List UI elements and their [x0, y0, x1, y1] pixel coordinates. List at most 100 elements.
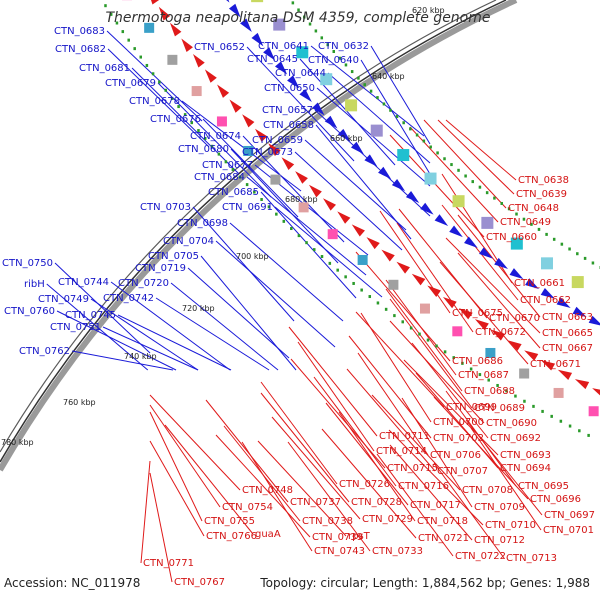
- gene-label[interactable]: CTN_0688: [464, 386, 515, 397]
- gene-label[interactable]: CTN_0650: [264, 83, 315, 94]
- gene-label[interactable]: CTN_0687: [458, 370, 509, 381]
- gene-label[interactable]: CTN_0689: [474, 403, 525, 414]
- gene-label[interactable]: CTN_0648: [508, 203, 559, 214]
- gene-label[interactable]: CTN_0657: [262, 105, 313, 116]
- gene-label[interactable]: CTN_0715: [387, 463, 438, 474]
- gene-label[interactable]: CTN_0705: [148, 251, 199, 262]
- gene-label[interactable]: CTN_0749: [38, 294, 89, 305]
- gene-label[interactable]: CTN_0696: [530, 494, 581, 505]
- gene-label[interactable]: CTN_0674: [190, 131, 241, 142]
- gene-label[interactable]: CTN_0711: [379, 431, 430, 442]
- gene-label[interactable]: CTN_0720: [118, 278, 169, 289]
- gene-label[interactable]: CTN_0683: [54, 26, 105, 37]
- gene-label[interactable]: CTN_0645: [247, 54, 298, 65]
- gene-label[interactable]: CTN_0677: [202, 160, 253, 171]
- gene-label[interactable]: CTN_0695: [518, 481, 569, 492]
- gene-label[interactable]: CTN_0760: [4, 306, 55, 317]
- label-connector: [411, 342, 489, 439]
- gene-label[interactable]: CTN_0717: [410, 500, 461, 511]
- gene-label[interactable]: CTN_0691: [222, 202, 273, 213]
- gene-label[interactable]: CTN_0728: [351, 497, 402, 508]
- gene-label[interactable]: CTN_0710: [485, 520, 536, 531]
- gene-label[interactable]: CTN_0660: [486, 232, 537, 243]
- gene-label[interactable]: CTN_0703: [140, 202, 191, 213]
- gene-label[interactable]: CTN_0697: [544, 510, 595, 521]
- gene-label[interactable]: CTN_0709: [474, 502, 525, 513]
- gene-label[interactable]: CTN_0667: [542, 343, 593, 354]
- gene-label[interactable]: CTN_0692: [490, 433, 541, 444]
- gene-label[interactable]: CTN_0663: [542, 312, 593, 323]
- gene-label[interactable]: CTN_0739: [312, 532, 363, 543]
- gene-label[interactable]: CTN_0771: [143, 558, 194, 569]
- gene-label[interactable]: CTN_0676: [150, 114, 201, 125]
- gene-label[interactable]: CTN_0639: [516, 189, 567, 200]
- gene-label[interactable]: CTN_0640: [308, 55, 359, 66]
- gene-label[interactable]: CTN_0680: [178, 144, 229, 155]
- gene-label[interactable]: CTN_0678: [129, 96, 180, 107]
- gene-label[interactable]: guaA: [255, 529, 281, 540]
- gene-label[interactable]: CTN_0751: [50, 322, 101, 333]
- gene-label[interactable]: CTN_0702: [433, 433, 484, 444]
- gene-label[interactable]: CTN_0658: [263, 120, 314, 131]
- gene-label[interactable]: CTN_0755: [204, 516, 255, 527]
- gene-label[interactable]: CTN_0713: [506, 553, 557, 564]
- gene-label[interactable]: CTN_0721: [418, 533, 469, 544]
- gene-label[interactable]: CTN_0701: [543, 525, 594, 536]
- gene-label[interactable]: CTN_0675: [452, 308, 503, 319]
- gene-label[interactable]: CTN_0754: [222, 502, 273, 513]
- gene-label[interactable]: CTN_0714: [376, 446, 427, 457]
- gene-label[interactable]: CTN_0661: [514, 278, 565, 289]
- gene-label[interactable]: CTN_0743: [314, 546, 365, 557]
- gene-label[interactable]: CTN_0673: [242, 147, 293, 158]
- gene-label[interactable]: CTN_0744: [58, 277, 109, 288]
- gene-label[interactable]: CTN_0707: [437, 466, 488, 477]
- gene-label[interactable]: CTN_0722: [455, 551, 506, 562]
- gene-label[interactable]: CTN_0684: [194, 172, 245, 183]
- gene-label[interactable]: CTN_0671: [530, 359, 581, 370]
- gene-label[interactable]: CTN_0686: [452, 356, 503, 367]
- gene-label[interactable]: CTN_0737: [290, 497, 341, 508]
- gene-label[interactable]: CTN_0641: [258, 41, 309, 52]
- gene-label[interactable]: CTN_0706: [430, 450, 481, 461]
- gene-label[interactable]: CTN_0719: [135, 263, 186, 274]
- gene-label[interactable]: CTN_0662: [520, 295, 571, 306]
- gene-label[interactable]: CTN_0708: [462, 485, 513, 496]
- gene-label[interactable]: CTN_0672: [475, 327, 526, 338]
- gene-label[interactable]: ribH: [24, 279, 45, 290]
- gene-label[interactable]: CTN_0693: [500, 450, 551, 461]
- gene-label[interactable]: CTN_0670: [489, 313, 540, 324]
- gene-label[interactable]: CTN_0694: [500, 463, 551, 474]
- gene-label[interactable]: CTN_0738: [302, 516, 353, 527]
- gene-label[interactable]: CTN_0718: [417, 516, 468, 527]
- gene-label[interactable]: CTN_0733: [372, 546, 423, 557]
- gene-label[interactable]: CTN_0726: [339, 479, 390, 490]
- gene-label[interactable]: CTN_0700: [433, 417, 484, 428]
- gene-label[interactable]: CTN_0638: [518, 175, 569, 186]
- gene-label[interactable]: CTN_0704: [163, 236, 214, 247]
- gene-label[interactable]: CTN_0716: [398, 481, 449, 492]
- gene-label[interactable]: CTN_0762: [19, 346, 70, 357]
- gene-label[interactable]: CTN_0750: [2, 258, 53, 269]
- gene-label[interactable]: CTN_0698: [177, 218, 228, 229]
- gene-label[interactable]: CTN_0745: [65, 310, 116, 321]
- gene-label[interactable]: CTN_0682: [55, 44, 106, 55]
- gene-label[interactable]: CTN_0679: [105, 78, 156, 89]
- gene-label[interactable]: CTN_0712: [474, 535, 525, 546]
- gene-label[interactable]: CTN_0699: [446, 402, 497, 413]
- gene-label[interactable]: CTN_0748: [242, 485, 293, 496]
- gene-label[interactable]: CTN_0649: [500, 217, 551, 228]
- gene-label[interactable]: CTN_0767: [174, 577, 225, 588]
- gene-label[interactable]: rpsT: [348, 531, 371, 542]
- gene-label[interactable]: CTN_0681: [79, 63, 130, 74]
- gene-label[interactable]: CTN_0766: [206, 531, 257, 542]
- gene-label[interactable]: CTN_0729: [362, 514, 413, 525]
- gene-label[interactable]: CTN_0644: [275, 68, 326, 79]
- gene-label[interactable]: CTN_0665: [542, 328, 593, 339]
- gc-dot: [493, 196, 496, 200]
- gene-label[interactable]: CTN_0659: [252, 135, 303, 146]
- gene-label[interactable]: CTN_0685: [208, 187, 259, 198]
- gene-label[interactable]: CTN_0690: [486, 418, 537, 429]
- gene-label[interactable]: CTN_0742: [103, 293, 154, 304]
- gene-label[interactable]: CTN_0652: [194, 42, 245, 53]
- gene-label[interactable]: CTN_0632: [318, 41, 369, 52]
